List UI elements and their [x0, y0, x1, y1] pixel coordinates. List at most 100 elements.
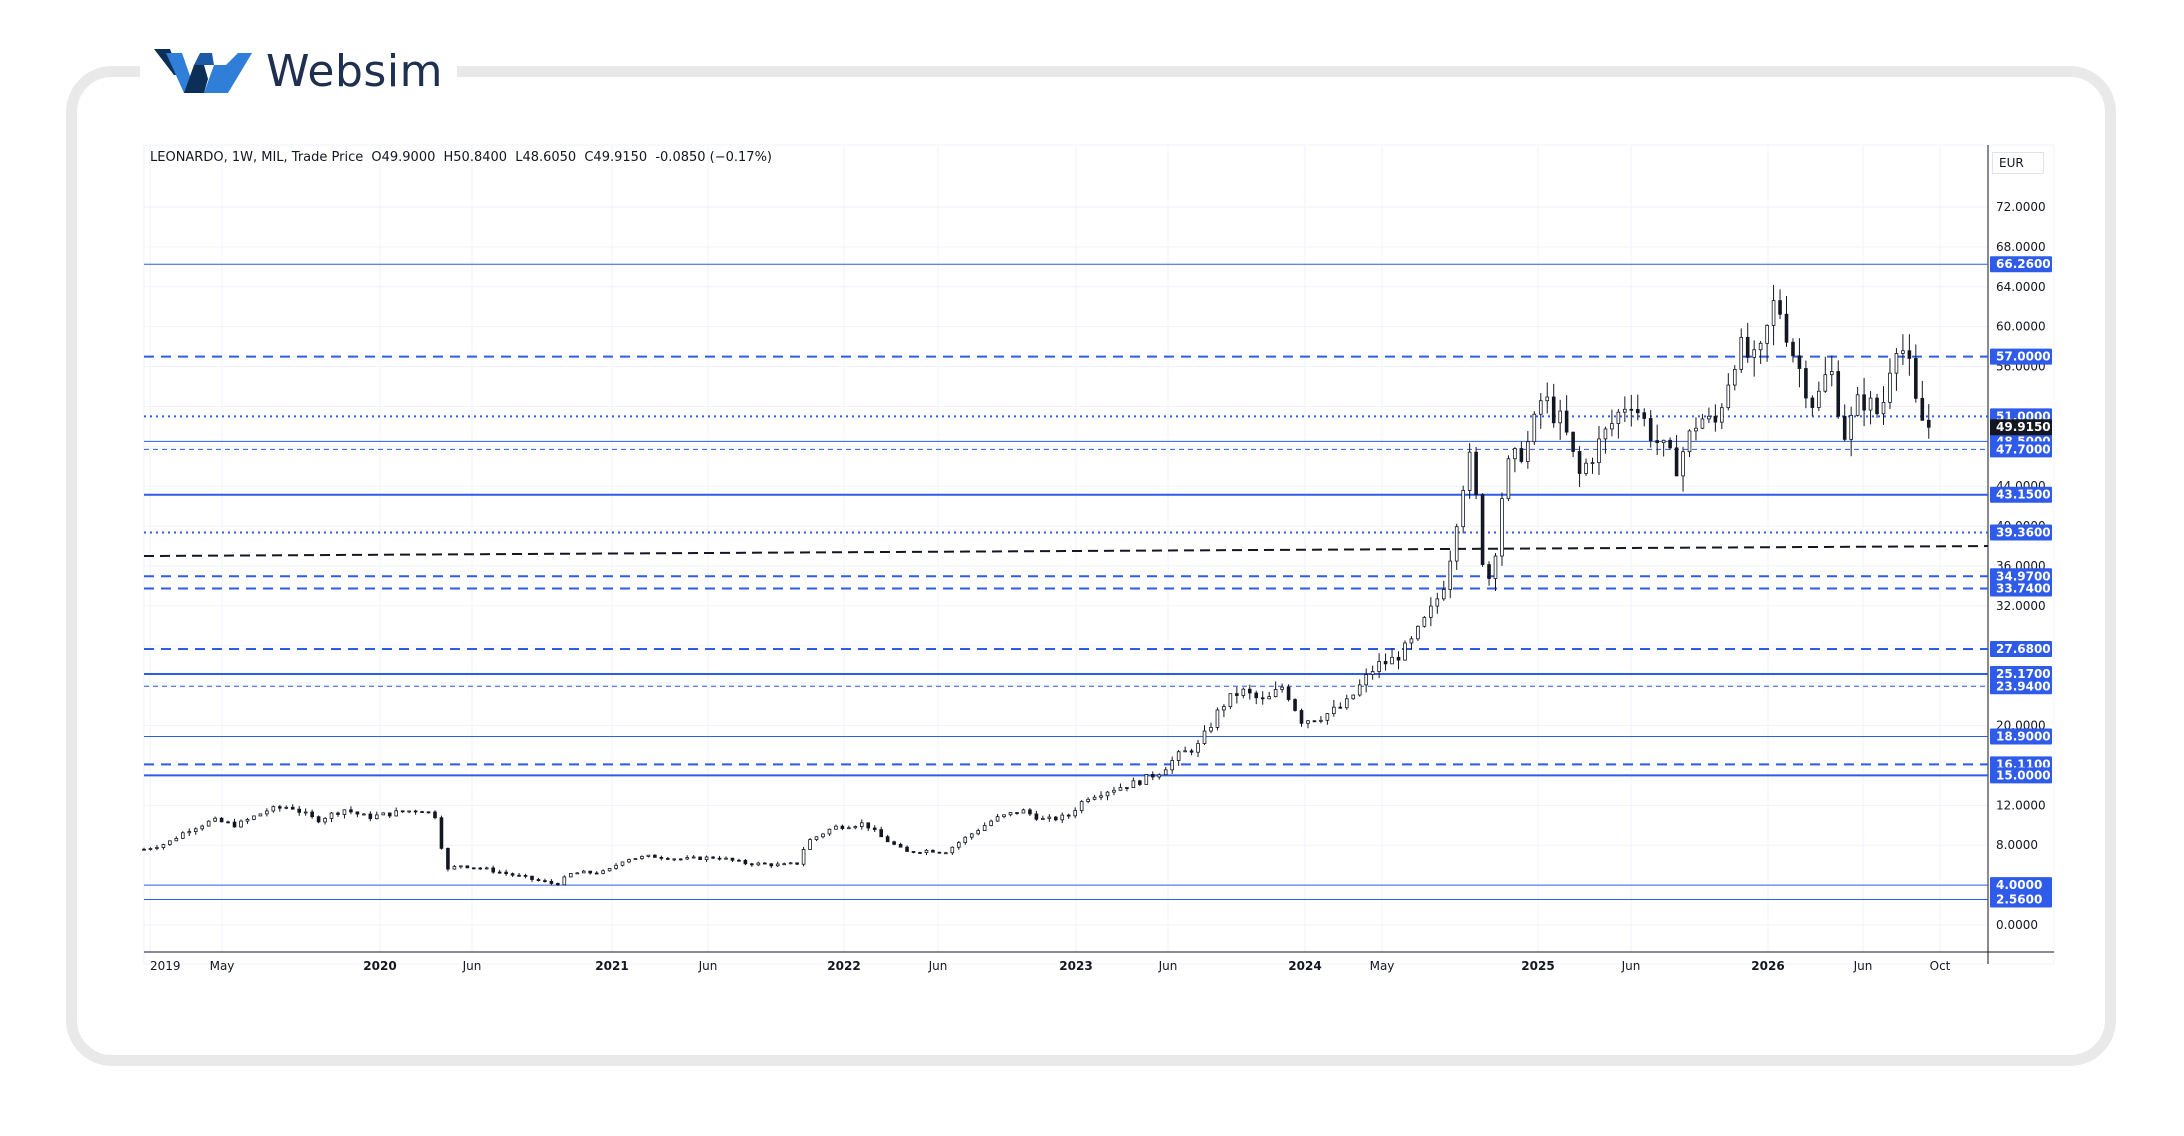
candle-body — [1105, 791, 1110, 797]
candle-body — [1260, 697, 1265, 700]
candle-body — [1202, 730, 1207, 744]
candle-body — [1021, 809, 1026, 814]
candle-body — [413, 810, 418, 813]
candle-body — [1429, 605, 1433, 618]
candle-body — [536, 879, 541, 882]
candle-body — [1532, 413, 1537, 443]
candle-body — [924, 849, 929, 854]
candle-body — [911, 851, 916, 853]
candle-body — [200, 825, 204, 830]
candle-body — [355, 811, 360, 815]
candle-body — [1086, 798, 1090, 802]
candle-body — [1500, 498, 1504, 557]
candle-body — [840, 825, 845, 829]
candle-body — [1409, 638, 1414, 644]
candle-body — [963, 836, 968, 843]
candle-body — [1332, 706, 1336, 715]
candle-body — [1894, 353, 1899, 374]
candle-body — [1914, 358, 1918, 399]
candle-body — [1157, 774, 1162, 778]
x-tick-label: Oct — [1930, 959, 1951, 973]
candle-body — [1131, 780, 1136, 789]
candle-body — [588, 870, 592, 874]
level-price-tag — [1990, 568, 2052, 585]
candle-body — [976, 830, 980, 835]
candle-body — [484, 867, 489, 870]
candle-body — [743, 859, 748, 865]
level-price-label: 34.9700 — [1996, 569, 2051, 583]
candle-body — [1228, 693, 1233, 707]
candle-body — [504, 871, 508, 875]
candle-body — [232, 821, 237, 828]
legend-change: -0.0850 (−0.17%) — [655, 150, 772, 165]
candle-body — [1267, 696, 1271, 700]
candle-body — [1144, 774, 1149, 785]
candle-body — [258, 813, 263, 817]
candles — [142, 284, 1931, 886]
candle-body — [491, 867, 495, 873]
currency-selector[interactable]: EUR — [1992, 152, 2044, 174]
candle-body — [226, 821, 230, 824]
candle-body — [1739, 336, 1744, 370]
x-tick-label: 2025 — [1521, 959, 1554, 973]
candle-body — [1480, 494, 1485, 565]
last-price-tag — [1990, 419, 2052, 436]
candle-body — [303, 811, 308, 814]
x-tick-label: 2020 — [363, 959, 396, 973]
candle-body — [1506, 458, 1511, 500]
candle-body — [1461, 490, 1465, 528]
candle-body — [989, 820, 993, 826]
candle-body — [1247, 688, 1252, 694]
candle-body — [1849, 414, 1853, 440]
candle-body — [549, 880, 554, 884]
candle-body — [1668, 439, 1672, 449]
candle-body — [155, 847, 159, 849]
candle-body — [530, 875, 534, 880]
candle-body — [1590, 462, 1595, 465]
candle-body — [801, 849, 806, 865]
candle-body — [1836, 371, 1841, 417]
level-price-tag — [1990, 441, 2052, 458]
candle-body — [297, 808, 301, 813]
candle-body — [1545, 396, 1550, 402]
candle-body — [1642, 412, 1647, 419]
candle-body — [872, 827, 877, 830]
candle-body — [691, 856, 696, 859]
x-tick-label: 2026 — [1751, 959, 1784, 973]
candle-body — [1493, 555, 1498, 579]
candle-body — [905, 846, 909, 852]
candle-body — [931, 849, 935, 853]
y-tick-label: 0.0000 — [1996, 918, 2038, 932]
candle-body — [1558, 410, 1562, 424]
candle-body — [1073, 810, 1077, 817]
y-tick-label: 72.0000 — [1996, 200, 2046, 214]
candle-body — [1648, 418, 1653, 441]
candle-body — [433, 811, 437, 819]
candle-body — [1370, 671, 1375, 675]
candle-body — [969, 833, 974, 838]
candle-body — [180, 832, 185, 839]
candle-body — [439, 817, 444, 849]
candle-body — [1551, 396, 1556, 424]
candle-body — [788, 862, 793, 865]
candle-body — [1726, 384, 1731, 409]
candle-body — [659, 857, 664, 859]
candle-body — [1571, 431, 1575, 452]
x-tick-label: May — [1370, 959, 1395, 973]
candle-body — [1112, 789, 1116, 793]
candle-body — [711, 856, 715, 859]
legend-open: O49.9000 — [371, 150, 436, 165]
candle-body — [277, 806, 282, 809]
level-price-label: 39.3600 — [1996, 525, 2051, 539]
candle-body — [1862, 394, 1866, 411]
x-tick-label: 2024 — [1288, 959, 1321, 973]
candle-body — [1183, 750, 1187, 753]
candle-body — [323, 817, 327, 823]
candle-body — [750, 863, 754, 866]
candle-body — [1028, 809, 1032, 815]
candle-body — [381, 812, 386, 816]
candle-body — [1868, 397, 1873, 411]
candle-body — [1797, 355, 1802, 369]
candle-body — [1041, 818, 1045, 820]
